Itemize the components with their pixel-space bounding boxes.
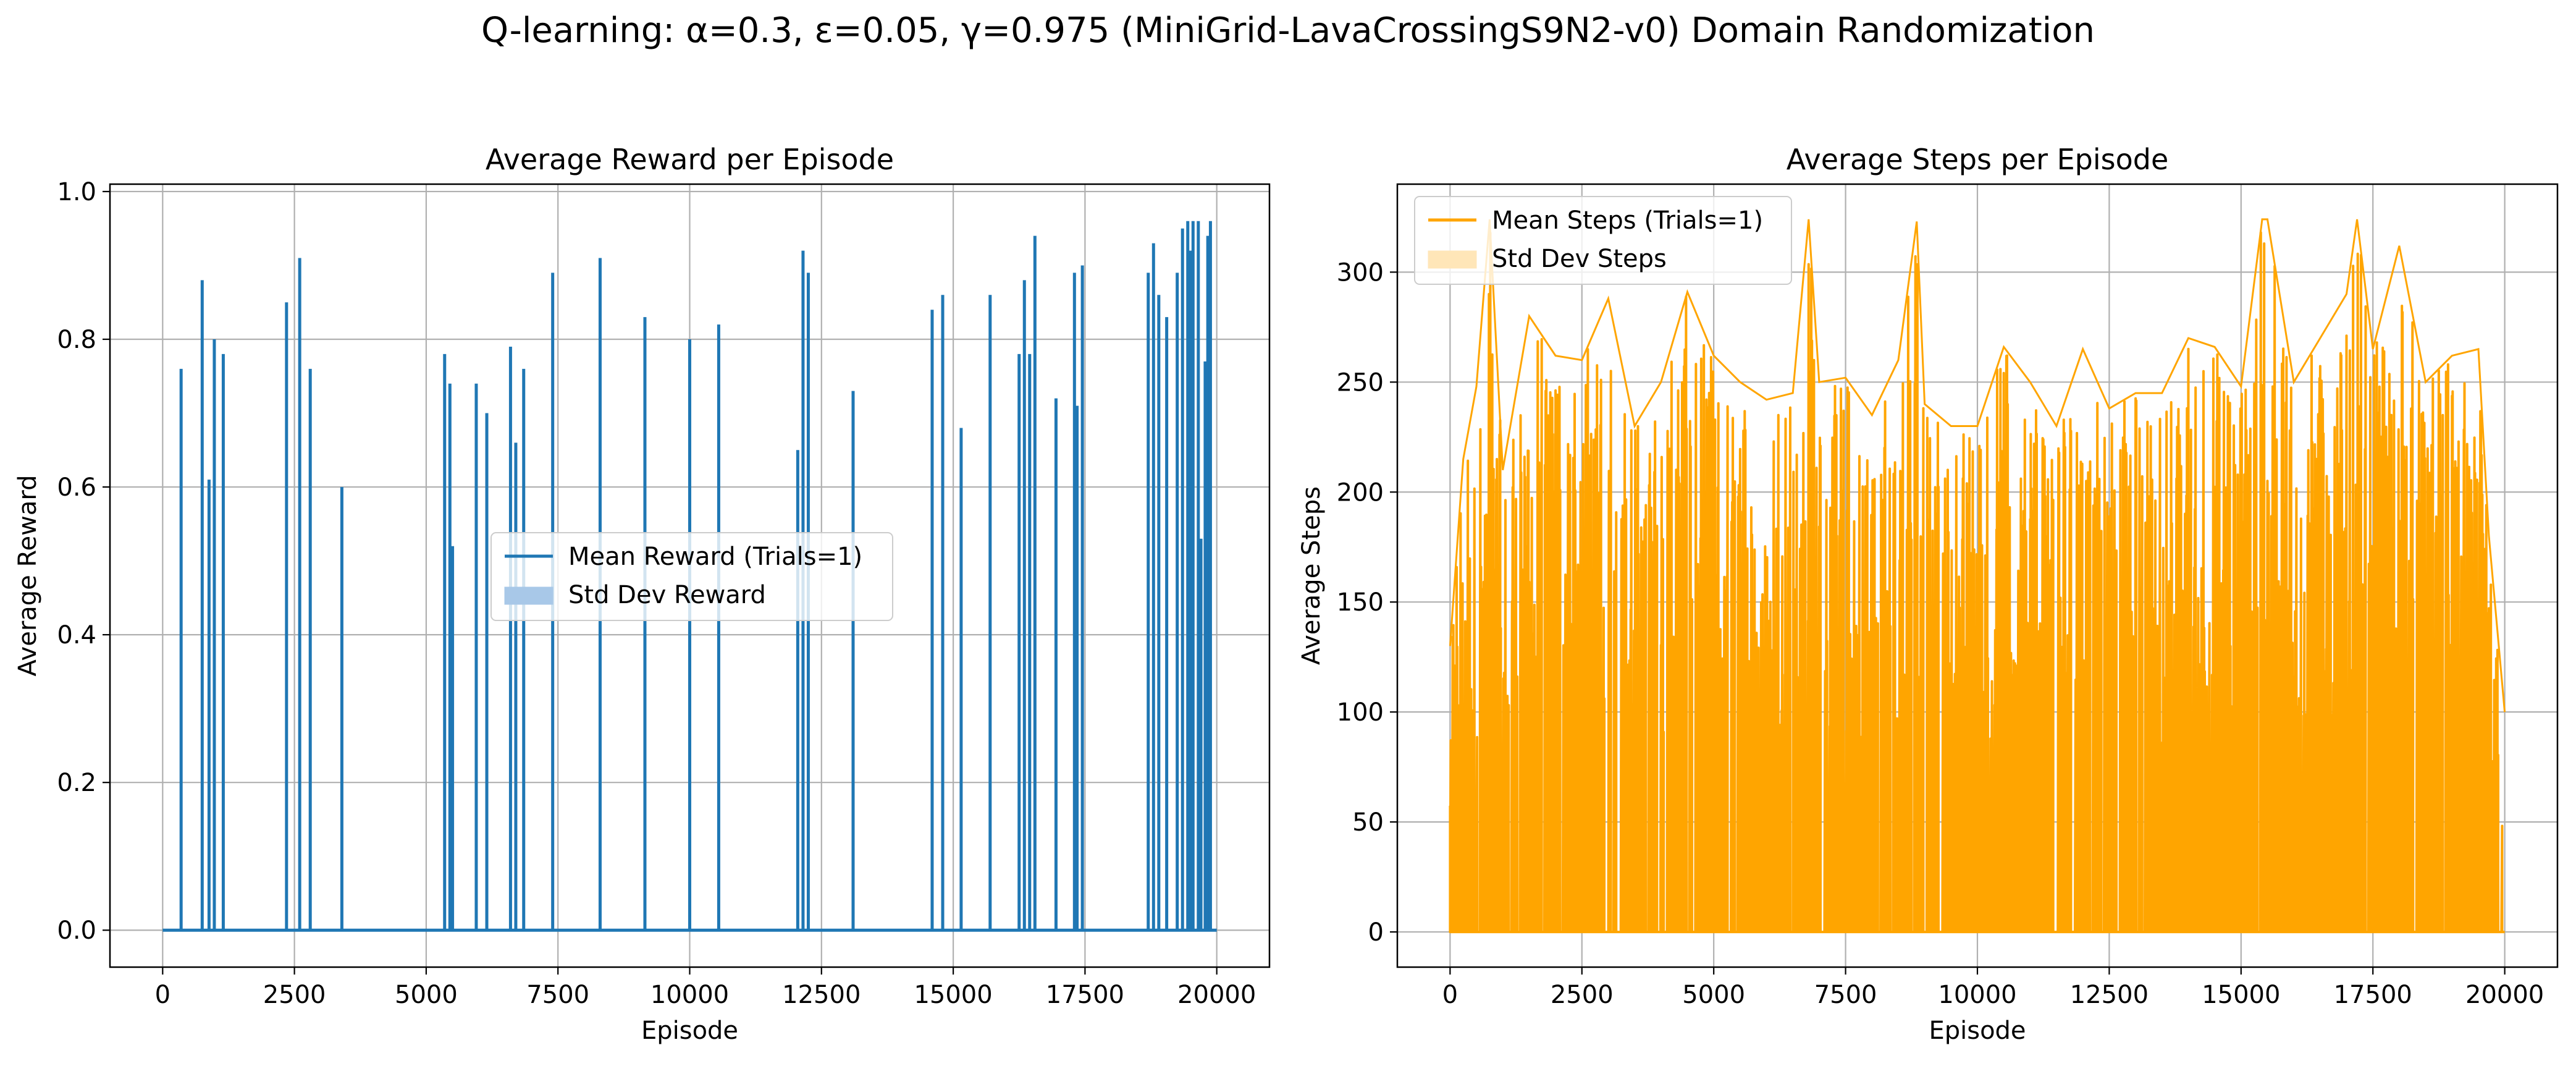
steps-data bbox=[1449, 218, 2506, 934]
steps-x-tick-label: 20000 bbox=[2465, 981, 2544, 1009]
reward-x-tick-label: 20000 bbox=[1177, 981, 1256, 1009]
figure-suptitle: Q-learning: α=0.3, ε=0.05, γ=0.975 (Mini… bbox=[481, 11, 2095, 51]
steps-legend-box bbox=[1414, 196, 1792, 285]
steps-legend-std-label: Std Dev Steps bbox=[1492, 245, 1667, 273]
steps-x-tick-label: 15000 bbox=[2202, 981, 2280, 1009]
reward-x-tick-label: 17500 bbox=[1046, 981, 1124, 1009]
steps-chart-title: Average Steps per Episode bbox=[1787, 143, 2169, 176]
steps-x-tick-label: 12500 bbox=[2070, 981, 2149, 1009]
reward-x-tick-label: 7500 bbox=[526, 981, 589, 1009]
steps-x-tick-label: 2500 bbox=[1551, 981, 1614, 1009]
reward-y-tick-label: 0.6 bbox=[57, 473, 96, 502]
steps-y-tick-label: 0 bbox=[1368, 918, 1384, 947]
steps-legend-mean-label: Mean Steps (Trials=1) bbox=[1492, 206, 1763, 235]
reward-y-tick-label: 0.4 bbox=[57, 621, 96, 649]
steps-y-tick-label: 150 bbox=[1337, 588, 1384, 617]
steps-y-axis-label: Average Steps bbox=[1297, 486, 1326, 665]
steps-x-tick-label: 10000 bbox=[1938, 981, 2016, 1009]
steps-legend: Mean Steps (Trials=1) Std Dev Steps bbox=[1414, 196, 1792, 285]
reward-x-axis-label: Episode bbox=[641, 1017, 738, 1045]
steps-y-tick-label: 250 bbox=[1337, 368, 1384, 397]
steps-chart: 0 2500 5000 7500 10000 12500 15000 17500 20000 0 5… bbox=[1297, 143, 2559, 1045]
reward-legend-box bbox=[490, 532, 893, 621]
reward-x-tick-label: 2500 bbox=[263, 981, 326, 1009]
reward-legend-band-swatch bbox=[504, 586, 554, 605]
steps-line bbox=[1449, 231, 2506, 934]
reward-chart-title: Average Reward per Episode bbox=[486, 143, 894, 176]
steps-legend-band-swatch bbox=[1428, 250, 1477, 269]
reward-x-tick-label: 15000 bbox=[914, 981, 992, 1009]
steps-y-tick-label: 300 bbox=[1337, 258, 1384, 287]
reward-data bbox=[162, 221, 1217, 932]
steps-x-axis-label: Episode bbox=[1929, 1017, 2026, 1045]
reward-x-tick-label: 5000 bbox=[395, 981, 458, 1009]
reward-ticks: 0 2500 5000 7500 10000 12500 15000 17500 20000 0.… bbox=[57, 178, 1256, 1009]
steps-x-tick-label: 17500 bbox=[2334, 981, 2412, 1009]
steps-peak-envelope bbox=[1449, 218, 2506, 713]
reward-y-axis-label: Average Reward bbox=[14, 475, 42, 677]
steps-y-tick-label: 200 bbox=[1337, 478, 1384, 507]
reward-x-tick-label: 12500 bbox=[782, 981, 861, 1009]
reward-x-tick-label: 0 bbox=[155, 981, 170, 1009]
reward-legend-mean-label: Mean Reward (Trials=1) bbox=[568, 543, 862, 571]
reward-y-tick-label: 0.0 bbox=[57, 916, 96, 945]
reward-x-tick-label: 10000 bbox=[650, 981, 729, 1009]
steps-y-tick-label: 100 bbox=[1337, 698, 1384, 727]
reward-legend: Mean Reward (Trials=1) Std Dev Reward bbox=[490, 532, 893, 621]
reward-legend-std-label: Std Dev Reward bbox=[568, 581, 766, 609]
reward-y-tick-label: 0.8 bbox=[57, 326, 96, 354]
reward-chart: 0 2500 5000 7500 10000 12500 15000 17500 20000 0.… bbox=[14, 143, 1271, 1045]
steps-x-tick-label: 5000 bbox=[1682, 981, 1745, 1009]
reward-y-tick-label: 0.2 bbox=[57, 769, 96, 797]
steps-x-tick-label: 0 bbox=[1442, 981, 1458, 1009]
steps-y-tick-label: 50 bbox=[1352, 808, 1384, 837]
reward-y-tick-label: 1.0 bbox=[57, 178, 96, 206]
steps-x-tick-label: 7500 bbox=[1814, 981, 1877, 1009]
steps-ticks: 0 2500 5000 7500 10000 12500 15000 17500 20000 0 5… bbox=[1337, 258, 2544, 1009]
